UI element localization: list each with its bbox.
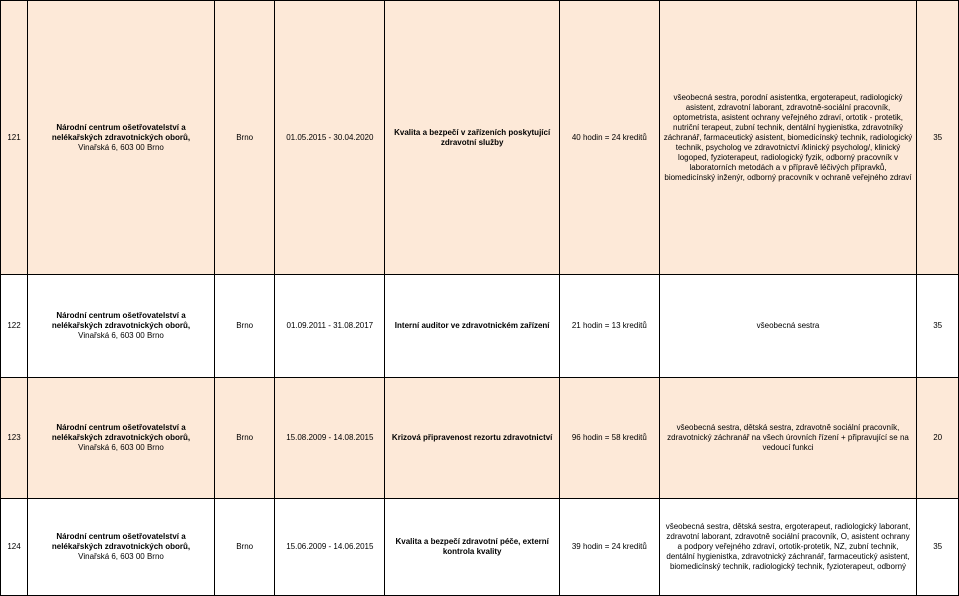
cell-points: 35: [917, 275, 959, 378]
institution-name: Národní centrum ošetřovatelství a neléka…: [32, 123, 210, 143]
points: 35: [933, 133, 942, 142]
cell-personnel: všeobecná sestra: [659, 275, 917, 378]
institution-address: Vinařská 6, 603 00 Brno: [78, 331, 164, 340]
cell-city: Brno: [215, 275, 275, 378]
institution-name: Národní centrum ošetřovatelství a neléka…: [32, 423, 210, 443]
cell-dates: 01.09.2011 - 31.08.2017: [275, 275, 385, 378]
city: Brno: [236, 133, 253, 142]
table-row: 123 Národní centrum ošetřovatelství a nel…: [1, 378, 959, 499]
row-id: 121: [7, 133, 20, 142]
cell-title: Kvalita a bezpečí v zařízeních poskytují…: [385, 1, 560, 275]
cell-city: Brno: [215, 378, 275, 499]
cell-personnel: všeobecná sestra, porodní asistentka, er…: [659, 1, 917, 275]
row-id: 123: [7, 433, 20, 442]
course-title: Interní auditor ve zdravotnickém zařízen…: [395, 321, 550, 330]
course-title: Kvalita a bezpečí v zařízeních poskytují…: [394, 128, 550, 147]
institution-name: Národní centrum ošetřovatelství a neléka…: [32, 311, 210, 331]
cell-title: Krizová připravenost rezortu zdravotnict…: [385, 378, 560, 499]
cell-institution: Národní centrum ošetřovatelství a neléka…: [28, 1, 215, 275]
cell-personnel: všeobecná sestra, dětská sestra, zdravot…: [659, 378, 917, 499]
cell-dates: 01.05.2015 - 30.04.2020: [275, 1, 385, 275]
cell-city: Brno: [215, 499, 275, 596]
hours-credits: 39 hodin = 24 kreditů: [572, 542, 647, 551]
course-title: Kvalita a bezpečí zdravotní péče, extern…: [395, 537, 548, 556]
personnel: všeobecná sestra, porodní asistentka, er…: [664, 93, 913, 182]
cell-hours: 21 hodin = 13 kreditů: [559, 275, 659, 378]
course-title: Krizová připravenost rezortu zdravotnict…: [392, 433, 552, 442]
cell-title: Kvalita a bezpečí zdravotní péče, extern…: [385, 499, 560, 596]
hours-credits: 96 hodin = 58 kreditů: [572, 433, 647, 442]
cell-institution: Národní centrum ošetřovatelství a neléka…: [28, 499, 215, 596]
institution-name: Národní centrum ošetřovatelství a neléka…: [32, 532, 210, 552]
points: 35: [933, 321, 942, 330]
institution-address: Vinařská 6, 603 00 Brno: [78, 443, 164, 452]
cell-id: 124: [1, 499, 28, 596]
cell-points: 20: [917, 378, 959, 499]
cell-id: 123: [1, 378, 28, 499]
courses-table: 121 Národní centrum ošetřovatelství a nel…: [0, 0, 959, 596]
cell-hours: 96 hodin = 58 kreditů: [559, 378, 659, 499]
hours-credits: 21 hodin = 13 kreditů: [572, 321, 647, 330]
dates: 15.08.2009 - 14.08.2015: [286, 433, 373, 442]
city: Brno: [236, 433, 253, 442]
cell-institution: Národní centrum ošetřovatelství a neléka…: [28, 378, 215, 499]
personnel: všeobecná sestra: [757, 321, 820, 330]
cell-institution: Národní centrum ošetřovatelství a neléka…: [28, 275, 215, 378]
cell-points: 35: [917, 1, 959, 275]
cell-dates: 15.06.2009 - 14.06.2015: [275, 499, 385, 596]
points: 20: [933, 433, 942, 442]
dates: 01.09.2011 - 31.08.2017: [287, 321, 374, 330]
cell-id: 121: [1, 1, 28, 275]
city: Brno: [236, 321, 253, 330]
cell-title: Interní auditor ve zdravotnickém zařízen…: [385, 275, 560, 378]
hours-credits: 40 hodin = 24 kreditů: [572, 133, 647, 142]
city: Brno: [236, 542, 253, 551]
dates: 01.05.2015 - 30.04.2020: [286, 133, 373, 142]
table-row: 122 Národní centrum ošetřovatelství a nel…: [1, 275, 959, 378]
table-row: 124 Národní centrum ošetřovatelství a nel…: [1, 499, 959, 596]
cell-hours: 40 hodin = 24 kreditů: [559, 1, 659, 275]
personnel: všeobecná sestra, dětská sestra, ergoter…: [666, 522, 911, 571]
institution-address: Vinařská 6, 603 00 Brno: [78, 143, 164, 152]
cell-dates: 15.08.2009 - 14.08.2015: [275, 378, 385, 499]
cell-personnel: všeobecná sestra, dětská sestra, ergoter…: [659, 499, 917, 596]
cell-city: Brno: [215, 1, 275, 275]
cell-points: 35: [917, 499, 959, 596]
points: 35: [933, 542, 942, 551]
personnel: všeobecná sestra, dětská sestra, zdravot…: [667, 423, 909, 452]
dates: 15.06.2009 - 14.06.2015: [286, 542, 373, 551]
row-id: 124: [7, 542, 20, 551]
institution-address: Vinařská 6, 603 00 Brno: [78, 552, 164, 561]
cell-id: 122: [1, 275, 28, 378]
table-row: 121 Národní centrum ošetřovatelství a nel…: [1, 1, 959, 275]
cell-hours: 39 hodin = 24 kreditů: [559, 499, 659, 596]
row-id: 122: [7, 321, 20, 330]
